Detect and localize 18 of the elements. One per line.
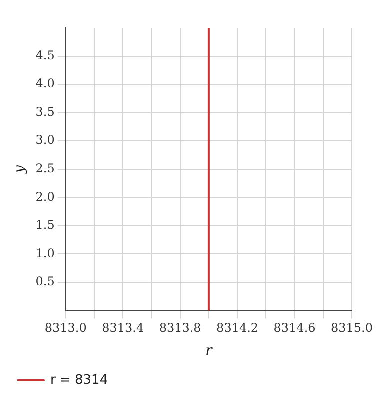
legend-label: r = 8314 [50, 372, 108, 388]
y-tick-label: 0.5 [36, 274, 55, 289]
x-tick-label: 8314.2 [216, 321, 259, 336]
y-tick-label: 1.5 [36, 218, 55, 232]
x-tick-label: 8313.0 [44, 321, 87, 336]
y-axis-title: y [12, 164, 28, 174]
x-axis-title: r [206, 343, 214, 360]
y-tick-label: 1.0 [36, 246, 55, 260]
y-tick-label: 4.0 [36, 76, 55, 91]
x-tick-label: 8314.6 [274, 321, 316, 336]
y-tick-label: 2.0 [36, 190, 55, 204]
y-tick-label: 2.5 [36, 162, 55, 176]
x-tick-label: 8313.8 [159, 321, 202, 336]
x-tick-label: 8315.0 [331, 321, 374, 336]
y-tick-label: 4.5 [36, 48, 55, 62]
y-tick-label: 3.0 [36, 133, 55, 148]
x-tick-label: 8313.4 [102, 321, 144, 336]
y-tick-label: 3.5 [36, 104, 55, 119]
